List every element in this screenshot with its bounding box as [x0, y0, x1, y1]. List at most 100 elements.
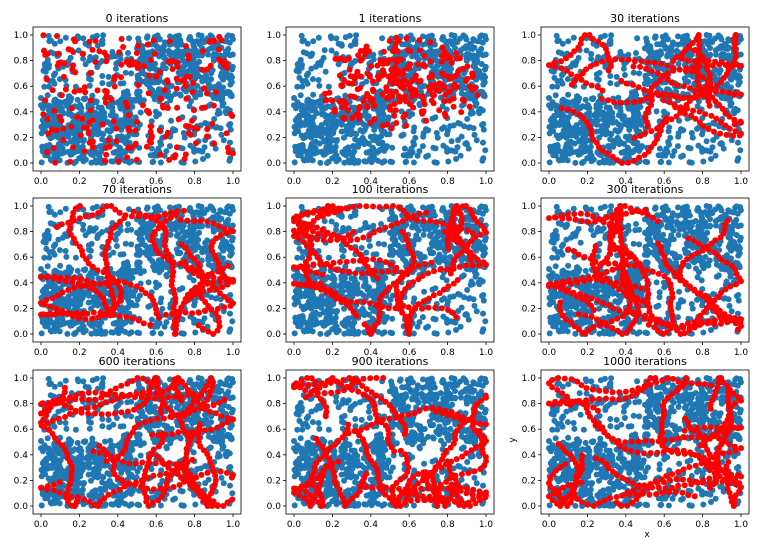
scatter-point	[227, 126, 234, 133]
scatter-point	[648, 48, 655, 55]
scatter-point	[176, 286, 183, 293]
scatter-point	[730, 108, 737, 115]
scatter-point	[694, 103, 701, 110]
scatter-point	[79, 324, 85, 331]
highlight-point	[638, 58, 645, 65]
highlight-point	[173, 85, 180, 92]
highlight-point	[183, 43, 189, 50]
scatter-point	[173, 246, 180, 253]
scatter-point	[465, 55, 472, 62]
scatter-point	[309, 157, 316, 164]
scatter-point	[463, 140, 470, 147]
scatter-point	[198, 203, 205, 210]
highlight-point	[170, 58, 177, 65]
highlight-point	[71, 275, 78, 281]
scatter-point	[457, 152, 464, 159]
scatter-point	[157, 330, 164, 337]
highlight-point	[77, 275, 84, 282]
scatter-point	[223, 239, 230, 246]
highlight-point	[185, 130, 192, 137]
highlight-point	[574, 73, 580, 80]
scatter-point	[210, 207, 217, 214]
highlight-point	[391, 101, 398, 107]
scatter-point	[400, 131, 407, 138]
scatter-point	[623, 150, 630, 157]
scatter-point	[72, 254, 79, 261]
highlight-point	[229, 113, 236, 119]
highlight-point	[135, 42, 142, 49]
highlight-point	[418, 108, 425, 115]
scatter-point	[172, 49, 179, 55]
scatter-point	[662, 152, 669, 159]
scatter-point	[204, 206, 210, 213]
scatter-point	[98, 319, 105, 326]
highlight-point	[47, 303, 54, 310]
highlight-point	[68, 123, 75, 130]
scatter-point	[299, 78, 306, 85]
scatter-point	[587, 153, 593, 160]
highlight-point	[558, 65, 565, 72]
scatter-point	[112, 236, 119, 243]
highlight-point	[108, 96, 115, 103]
highlight-point	[166, 156, 173, 163]
scatter-point	[192, 329, 199, 336]
scatter-point	[555, 135, 562, 142]
scatter-point	[212, 145, 219, 152]
scatter-point	[82, 61, 89, 68]
scatter-point	[63, 253, 70, 260]
scatter-point	[322, 119, 329, 126]
highlight-point	[190, 79, 197, 86]
scatter-point	[482, 51, 489, 58]
scatter-point	[375, 148, 382, 155]
scatter-point	[302, 148, 309, 155]
highlight-point	[89, 212, 96, 219]
highlight-point	[416, 47, 423, 54]
scatter-point	[120, 123, 127, 130]
scatter-point	[445, 158, 452, 165]
scatter-point	[87, 54, 94, 60]
highlight-point	[57, 274, 64, 281]
highlight-point	[393, 120, 400, 126]
highlight-point	[438, 52, 445, 59]
scatter-point	[41, 83, 48, 90]
highlight-point	[126, 127, 133, 134]
highlight-point	[564, 67, 570, 74]
scatter-point	[297, 92, 304, 99]
scatter-point	[573, 102, 580, 108]
highlight-point	[393, 34, 400, 41]
scatter-point	[227, 155, 234, 162]
scatter-point	[180, 222, 187, 229]
highlight-point	[322, 97, 329, 104]
highlight-point	[174, 144, 180, 151]
scatter-point	[155, 206, 162, 213]
scatter-point	[401, 145, 408, 152]
highlight-point	[441, 110, 448, 117]
highlight-point	[164, 129, 171, 136]
scatter-point	[665, 139, 672, 145]
highlight-point	[617, 99, 624, 106]
scatter-point	[211, 116, 218, 122]
highlight-point	[396, 98, 403, 105]
scatter-point	[117, 307, 124, 314]
highlight-point	[140, 102, 146, 109]
scatter-point	[144, 204, 151, 211]
scatter-point	[92, 328, 99, 335]
highlight-point	[53, 127, 60, 134]
scatter-point	[652, 33, 659, 40]
highlight-point	[409, 89, 416, 95]
highlight-point	[191, 107, 197, 114]
scatter-point	[718, 140, 725, 147]
scatter-point	[614, 136, 621, 142]
highlight-point	[207, 62, 214, 69]
highlight-point	[74, 114, 81, 120]
highlight-point	[120, 44, 127, 50]
scatter-point	[82, 156, 89, 163]
highlight-point	[124, 103, 131, 110]
scatter-point	[204, 237, 211, 244]
scatter-point	[139, 229, 145, 236]
highlight-point	[87, 107, 94, 114]
highlight-point	[113, 138, 120, 144]
highlight-point	[87, 97, 94, 104]
highlight-point	[201, 85, 208, 92]
scatter-point	[547, 147, 554, 154]
